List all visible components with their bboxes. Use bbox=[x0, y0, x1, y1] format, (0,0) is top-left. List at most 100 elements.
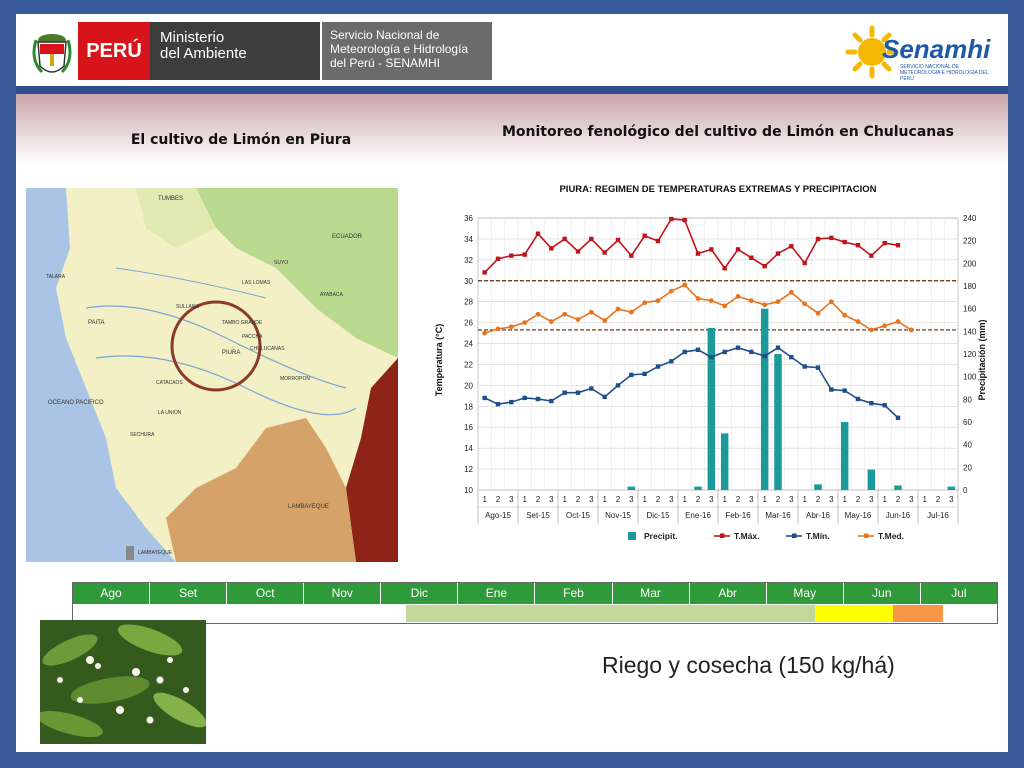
series-point bbox=[669, 216, 674, 222]
x-tick-label: 1 bbox=[922, 495, 927, 504]
map-label-lambayeque-coast: LAMBAYEQUE bbox=[138, 550, 173, 556]
series-point bbox=[562, 390, 567, 395]
map-label-la-union: LA UNION bbox=[158, 410, 182, 416]
series-point bbox=[762, 353, 767, 359]
month-label: Feb-16 bbox=[725, 511, 751, 520]
series-point bbox=[655, 298, 661, 304]
series-point bbox=[695, 251, 701, 256]
y2-tick-label: 0 bbox=[963, 486, 968, 495]
senamhi-logo-name: Senamhi bbox=[882, 34, 991, 64]
map-label-morropon: MORROPON bbox=[280, 376, 310, 382]
series-point bbox=[842, 239, 847, 245]
series-point bbox=[615, 237, 621, 243]
map-label-tambo-grande: TAMBO GRANDE bbox=[222, 320, 263, 326]
series-point bbox=[682, 282, 688, 288]
series-point bbox=[495, 326, 501, 332]
x-tick-label: 1 bbox=[722, 495, 727, 504]
series-point bbox=[749, 255, 754, 260]
map-label-sullana: SULLANA bbox=[176, 304, 199, 310]
precipitation-bar bbox=[814, 484, 822, 490]
series-point bbox=[789, 244, 794, 249]
series-point bbox=[562, 236, 567, 242]
calendar-month-jun: Jun bbox=[844, 583, 921, 604]
series-point bbox=[735, 294, 741, 299]
series-point bbox=[802, 260, 807, 266]
calendar-month-oct: Oct bbox=[227, 583, 305, 604]
month-label: Jun-16 bbox=[886, 511, 911, 520]
x-tick-label: 3 bbox=[669, 495, 674, 504]
calendar-month-ene: Ene bbox=[458, 583, 536, 604]
y-tick-label: 36 bbox=[464, 214, 473, 223]
x-tick-label: 3 bbox=[869, 495, 874, 504]
legend-label: T.Med. bbox=[878, 531, 904, 541]
y2-tick-label: 200 bbox=[963, 259, 977, 268]
series-point bbox=[549, 398, 554, 404]
series-point bbox=[868, 327, 874, 333]
y-tick-label: 22 bbox=[464, 360, 473, 369]
month-label: Ene-16 bbox=[685, 511, 711, 520]
calendar-month-may: May bbox=[767, 583, 844, 604]
series-point bbox=[789, 354, 794, 360]
series-point bbox=[575, 317, 581, 322]
senamhi-logo: Senamhi SERVICIO NACIONAL DE METEOROLOGÍ… bbox=[844, 20, 994, 82]
x-tick-label: 2 bbox=[896, 495, 901, 504]
series-point bbox=[842, 388, 847, 393]
lemon-blossom-photo bbox=[40, 620, 206, 744]
series-point bbox=[522, 320, 528, 326]
x-tick-label: 1 bbox=[522, 495, 527, 504]
series-point bbox=[615, 383, 621, 388]
series-point bbox=[642, 233, 647, 238]
x-tick-label: 1 bbox=[602, 495, 607, 504]
series-point bbox=[695, 296, 701, 301]
x-tick-label: 1 bbox=[842, 495, 847, 504]
y2-tick-label: 100 bbox=[963, 373, 977, 382]
series-point bbox=[762, 302, 768, 308]
x-tick-label: 2 bbox=[656, 495, 661, 504]
series-point bbox=[655, 238, 661, 244]
ministerio-box: Ministerio del Ambiente bbox=[150, 22, 320, 80]
series-point bbox=[589, 236, 594, 242]
x-tick-label: 2 bbox=[816, 495, 821, 504]
ministerio-line1: Ministerio bbox=[160, 29, 225, 46]
series-point bbox=[509, 399, 514, 405]
series-point bbox=[882, 240, 887, 246]
series-point bbox=[495, 256, 501, 261]
x-tick-label: 2 bbox=[776, 495, 781, 504]
series-point bbox=[908, 327, 914, 333]
series-point bbox=[855, 243, 861, 248]
calendar-month-jul: Jul bbox=[951, 586, 967, 600]
series-point bbox=[535, 231, 541, 236]
senamhi-box: Servicio Nacional de Meteorología e Hidr… bbox=[322, 22, 492, 80]
series-point bbox=[895, 243, 901, 248]
y2-tick-label: 40 bbox=[963, 441, 972, 450]
x-tick-label: 3 bbox=[509, 495, 514, 504]
month-label: Abr-16 bbox=[806, 511, 831, 520]
series-point bbox=[482, 270, 487, 275]
title-left: El cultivo de Limón en Piura bbox=[130, 132, 352, 148]
x-tick-label: 1 bbox=[482, 495, 487, 504]
y2-tick-label: 20 bbox=[963, 463, 972, 472]
piura-map: TUMBES ECUADOR PIURA LAMBAYEQUE OCEANO P… bbox=[26, 188, 398, 562]
header: PERÚ Ministerio del Ambiente Servicio Na… bbox=[16, 14, 1008, 86]
senamhi-line3: del Perú - SENAMHI bbox=[330, 56, 441, 70]
series-point bbox=[895, 415, 901, 421]
series-point bbox=[735, 247, 741, 252]
y-tick-label: 14 bbox=[464, 444, 473, 453]
series-point bbox=[709, 247, 714, 252]
peru-coat-of-arms-icon bbox=[26, 20, 78, 82]
series-point bbox=[602, 394, 607, 400]
chart-title: PIURA: REGIMEN DE TEMPERATURAS EXTREMAS … bbox=[559, 184, 876, 195]
x-tick-label: 3 bbox=[749, 495, 754, 504]
series-point bbox=[482, 395, 487, 401]
series-point bbox=[642, 371, 647, 377]
x-tick-label: 1 bbox=[642, 495, 647, 504]
month-label: May-16 bbox=[845, 511, 872, 520]
series-point bbox=[762, 263, 767, 269]
phenology-calendar: Ago Set Oct Nov Dic Ene Feb Mar Abr May Jun Jul bbox=[72, 582, 998, 624]
series-point bbox=[562, 311, 568, 317]
series-point bbox=[695, 347, 701, 353]
temperature-precipitation-chart: PIURA: REGIMEN DE TEMPERATURAS EXTREMAS … bbox=[428, 174, 994, 546]
calendar-month-ago: Ago bbox=[73, 583, 151, 604]
series-point bbox=[775, 345, 781, 350]
series-point bbox=[828, 299, 834, 305]
